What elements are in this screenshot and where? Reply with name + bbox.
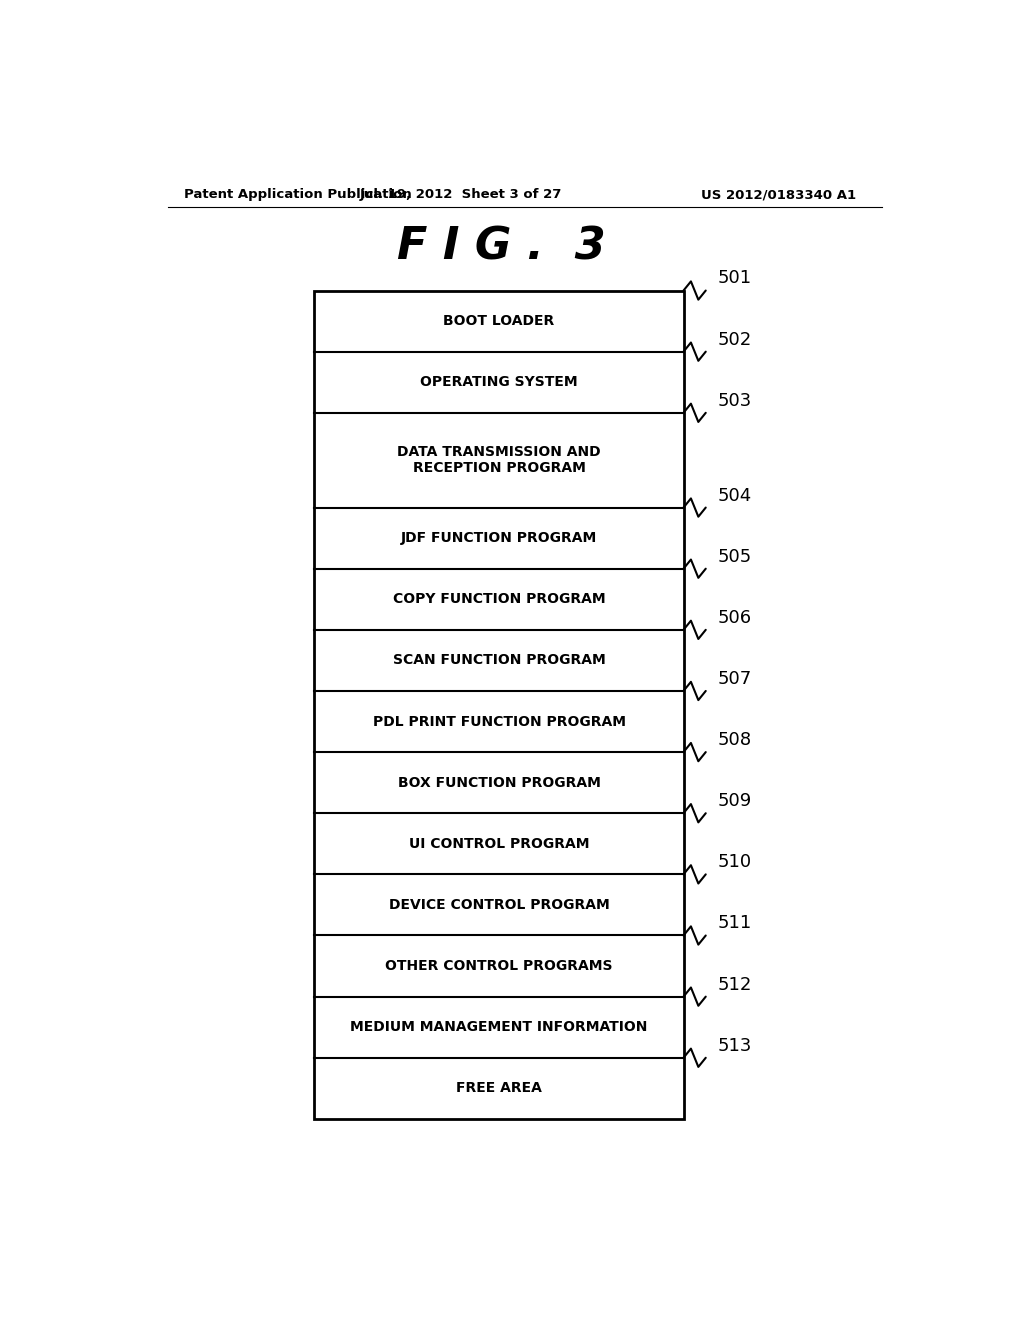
Text: BOX FUNCTION PROGRAM: BOX FUNCTION PROGRAM: [397, 776, 600, 789]
Text: JDF FUNCTION PROGRAM: JDF FUNCTION PROGRAM: [400, 531, 597, 545]
Text: Patent Application Publication: Patent Application Publication: [183, 189, 412, 202]
Text: 501: 501: [718, 269, 752, 288]
Text: 511: 511: [718, 915, 752, 932]
Text: PDL PRINT FUNCTION PROGRAM: PDL PRINT FUNCTION PROGRAM: [373, 714, 626, 729]
Text: 503: 503: [718, 392, 752, 409]
Text: 509: 509: [718, 792, 752, 810]
Text: BOOT LOADER: BOOT LOADER: [443, 314, 555, 329]
Text: FREE AREA: FREE AREA: [456, 1081, 542, 1096]
Text: 513: 513: [718, 1036, 752, 1055]
Text: 508: 508: [718, 731, 752, 748]
Text: 504: 504: [718, 487, 752, 504]
Text: UI CONTROL PROGRAM: UI CONTROL PROGRAM: [409, 837, 589, 851]
Text: OTHER CONTROL PROGRAMS: OTHER CONTROL PROGRAMS: [385, 960, 612, 973]
Text: 502: 502: [718, 330, 752, 348]
Text: DEVICE CONTROL PROGRAM: DEVICE CONTROL PROGRAM: [389, 898, 609, 912]
Text: COPY FUNCTION PROGRAM: COPY FUNCTION PROGRAM: [392, 593, 605, 606]
Text: 507: 507: [718, 671, 752, 688]
Text: 512: 512: [718, 975, 752, 994]
Text: MEDIUM MANAGEMENT INFORMATION: MEDIUM MANAGEMENT INFORMATION: [350, 1020, 648, 1034]
Text: F I G .  3: F I G . 3: [396, 226, 605, 268]
Text: Jul. 19, 2012  Sheet 3 of 27: Jul. 19, 2012 Sheet 3 of 27: [360, 189, 562, 202]
Text: 510: 510: [718, 853, 752, 871]
Text: 506: 506: [718, 609, 752, 627]
Text: DATA TRANSMISSION AND
RECEPTION PROGRAM: DATA TRANSMISSION AND RECEPTION PROGRAM: [397, 445, 601, 475]
Bar: [314, 290, 684, 1119]
Text: 505: 505: [718, 548, 752, 566]
Text: SCAN FUNCTION PROGRAM: SCAN FUNCTION PROGRAM: [392, 653, 605, 668]
Text: US 2012/0183340 A1: US 2012/0183340 A1: [701, 189, 856, 202]
Text: OPERATING SYSTEM: OPERATING SYSTEM: [420, 375, 578, 389]
